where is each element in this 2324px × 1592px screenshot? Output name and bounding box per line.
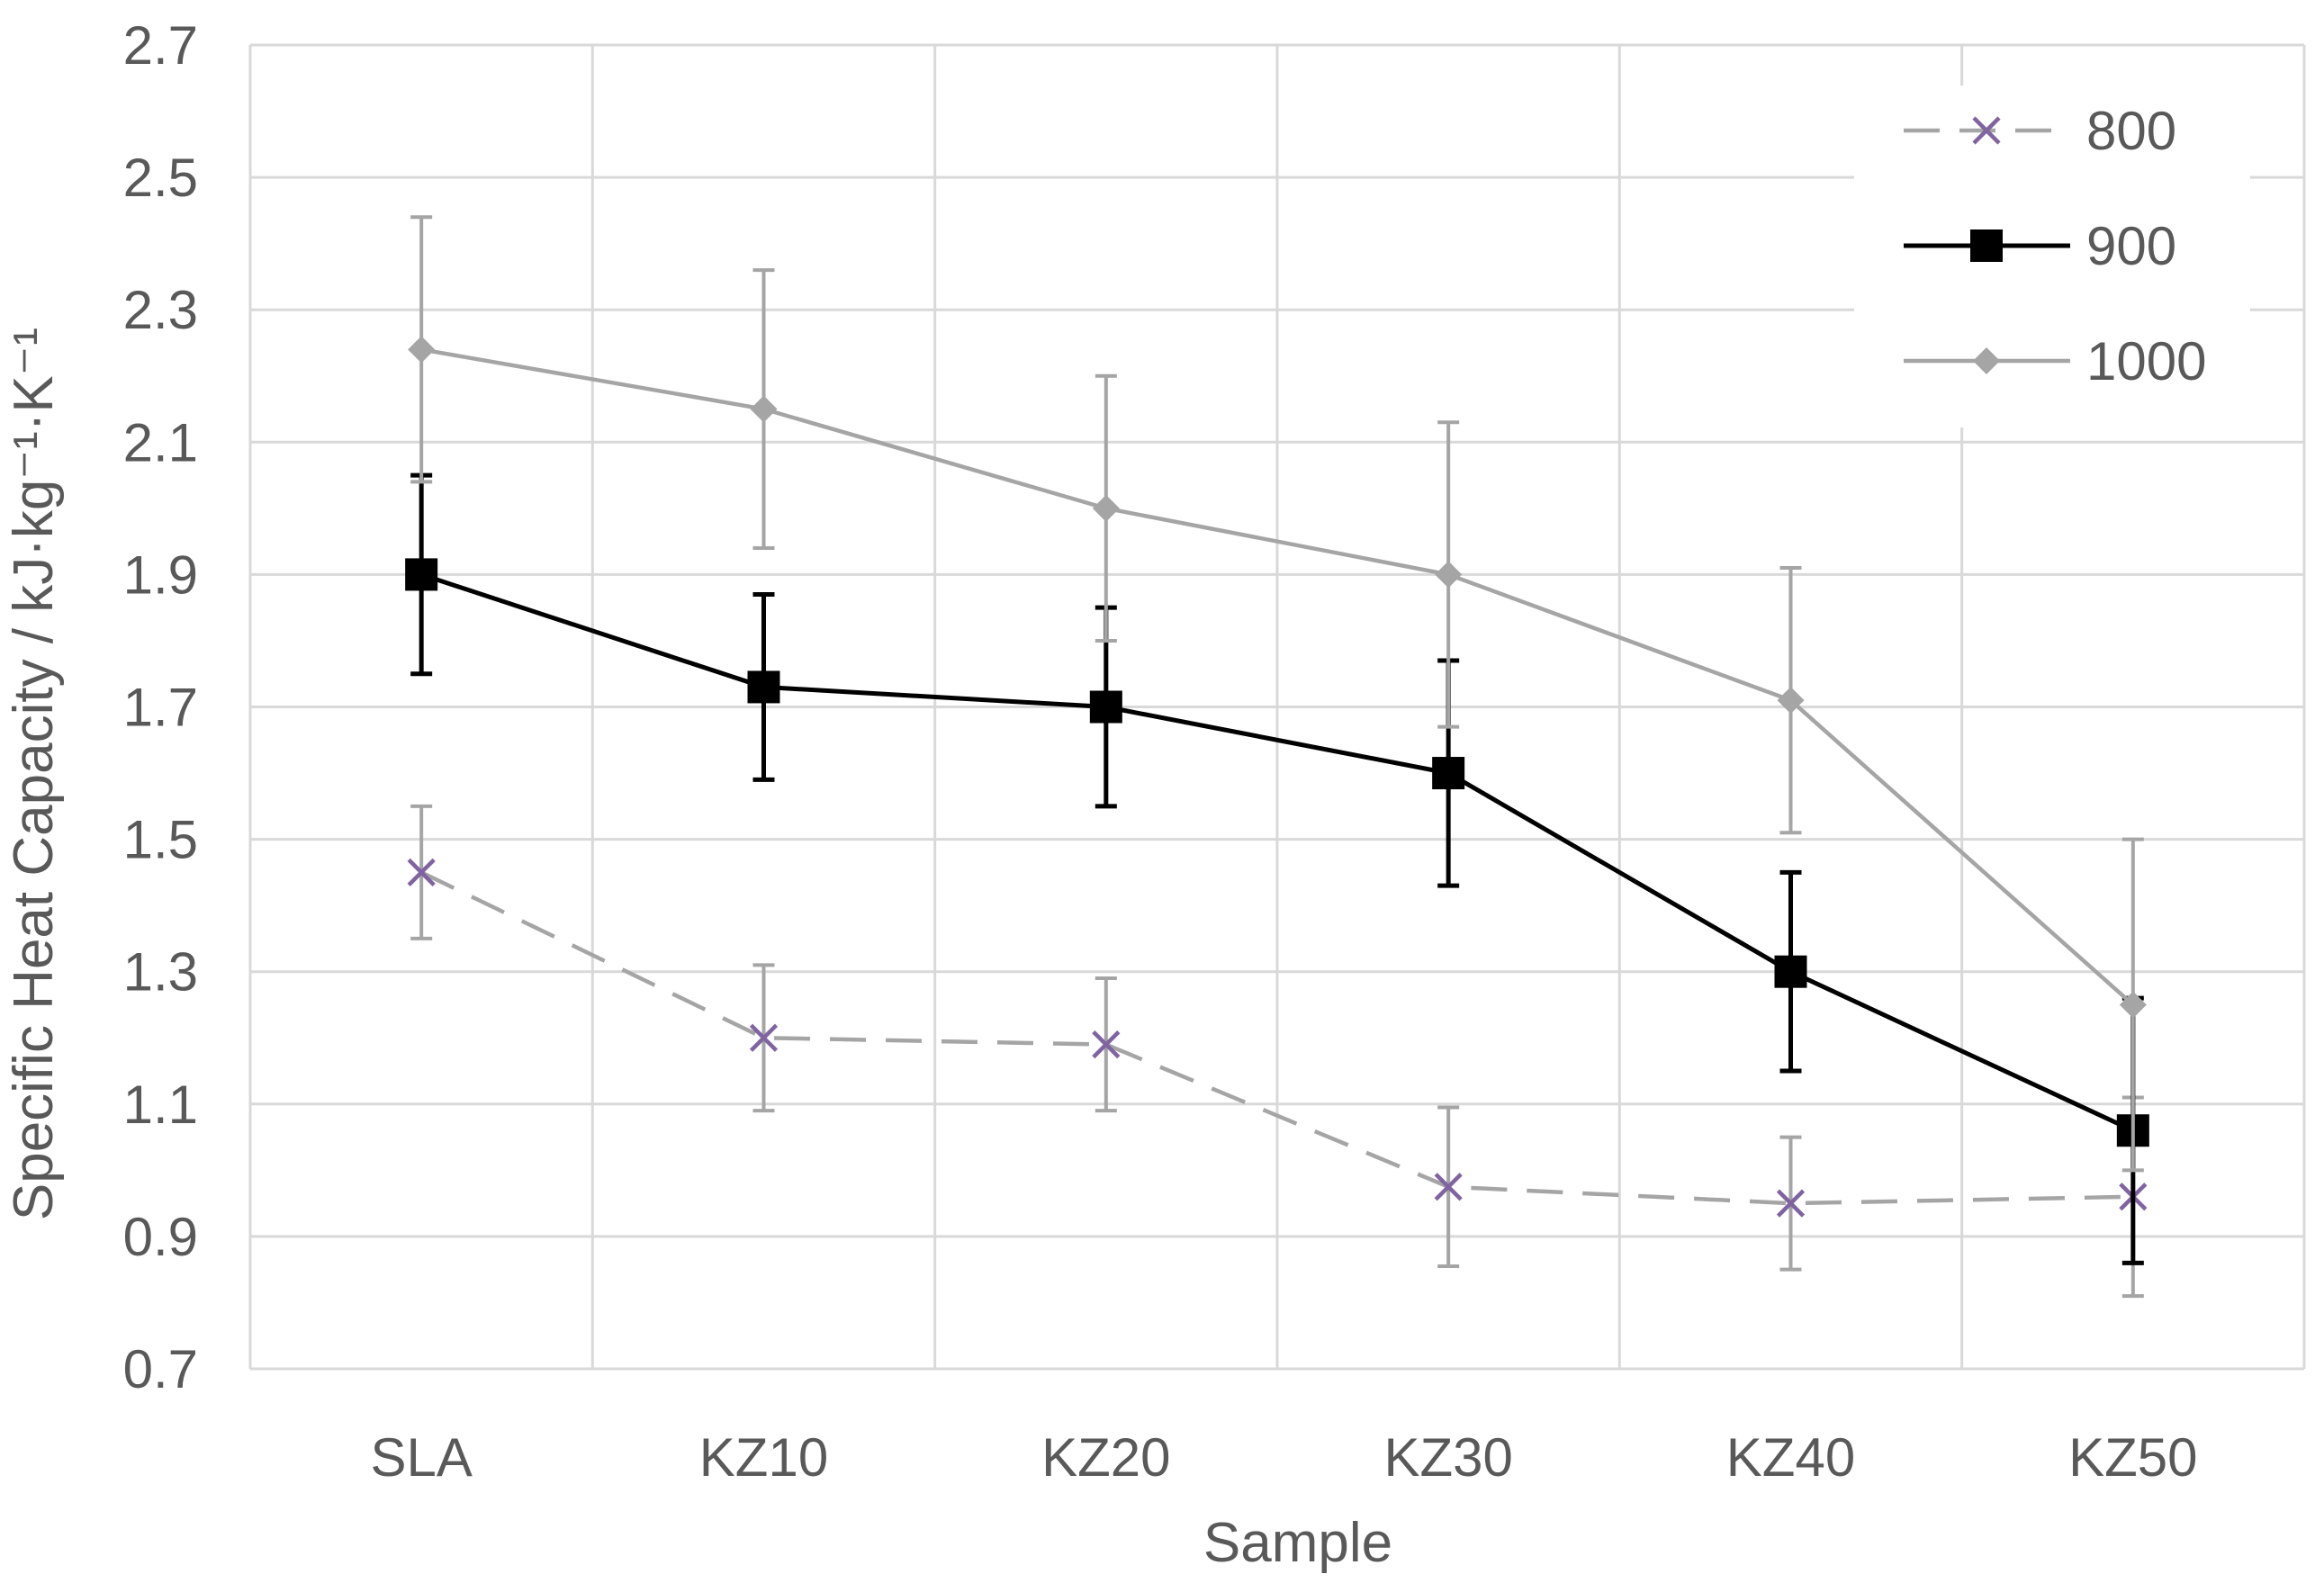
y-tick-label: 2.3 [123, 280, 198, 340]
y-tick-label: 1.7 [123, 678, 198, 738]
legend-label: 800 [2086, 101, 2176, 161]
x-axis-ticks: SLA KZ10 KZ20 KZ30 KZ40 KZ50 [370, 1427, 2197, 1488]
series-line [420, 870, 2133, 1206]
x-tick-label: KZ40 [1726, 1427, 1855, 1488]
y-axis-title: Specific Heat Capacity / kJ·kg⁻¹·K⁻¹ [3, 328, 65, 1220]
data-point [750, 395, 778, 423]
y-tick-label: 1.9 [123, 544, 198, 605]
series-1000 [408, 215, 2147, 1173]
x-tick-label: KZ20 [1041, 1427, 1170, 1488]
y-axis-ticks: 0.7 0.9 1.1 1.3 1.5 1.7 1.9 2.1 2.3 2.5 2.7 [123, 15, 198, 1399]
x-tick-label: SLA [370, 1427, 472, 1488]
legend-label: 1000 [2086, 331, 2206, 391]
series-group [405, 215, 2149, 1299]
legend-marker [1970, 229, 2003, 262]
data-point [1089, 690, 1122, 724]
y-tick-label: 0.9 [123, 1207, 198, 1267]
data-point [1434, 1173, 1463, 1201]
y-tick-label: 1.3 [123, 942, 198, 1003]
series-line [420, 347, 2135, 1007]
x-tick-label: KZ30 [1383, 1427, 1512, 1488]
marker-stroke [1776, 1189, 1806, 1218]
data-point [1774, 955, 1807, 988]
marker-stroke [749, 1023, 779, 1052]
y-tick-label: 2.1 [123, 412, 198, 472]
data-point [1776, 1189, 1806, 1218]
data-point [1435, 561, 1463, 589]
data-point [2119, 991, 2147, 1019]
marker-stroke [407, 858, 436, 886]
data-point [1432, 757, 1465, 790]
y-tick-label: 1.5 [123, 810, 198, 870]
data-point [1092, 1030, 1121, 1059]
marker-stroke [1092, 1030, 1121, 1059]
y-tick-label: 0.7 [123, 1339, 198, 1399]
legend-marker [1972, 116, 2001, 145]
marker-stroke [1972, 116, 2001, 145]
legend-label: 900 [2086, 216, 2176, 276]
legend-marker [1973, 347, 2000, 374]
data-point [408, 336, 436, 364]
data-point [405, 558, 438, 591]
series-line [420, 572, 2134, 1133]
legend-background [1854, 85, 2250, 427]
y-tick-label: 2.5 [123, 148, 198, 208]
marker-stroke [1434, 1173, 1463, 1201]
x-tick-label: KZ10 [699, 1427, 828, 1488]
data-point [1777, 687, 1805, 715]
y-tick-label: 2.7 [123, 15, 198, 76]
x-tick-label: KZ50 [2068, 1427, 2197, 1488]
data-point [747, 670, 780, 704]
data-point [407, 858, 436, 886]
legend: 800 900 1000 [1854, 85, 2250, 427]
x-axis-title: Sample [1203, 1512, 1392, 1574]
y-tick-label: 1.1 [123, 1075, 198, 1135]
data-point [749, 1023, 779, 1052]
data-point [1092, 494, 1120, 522]
